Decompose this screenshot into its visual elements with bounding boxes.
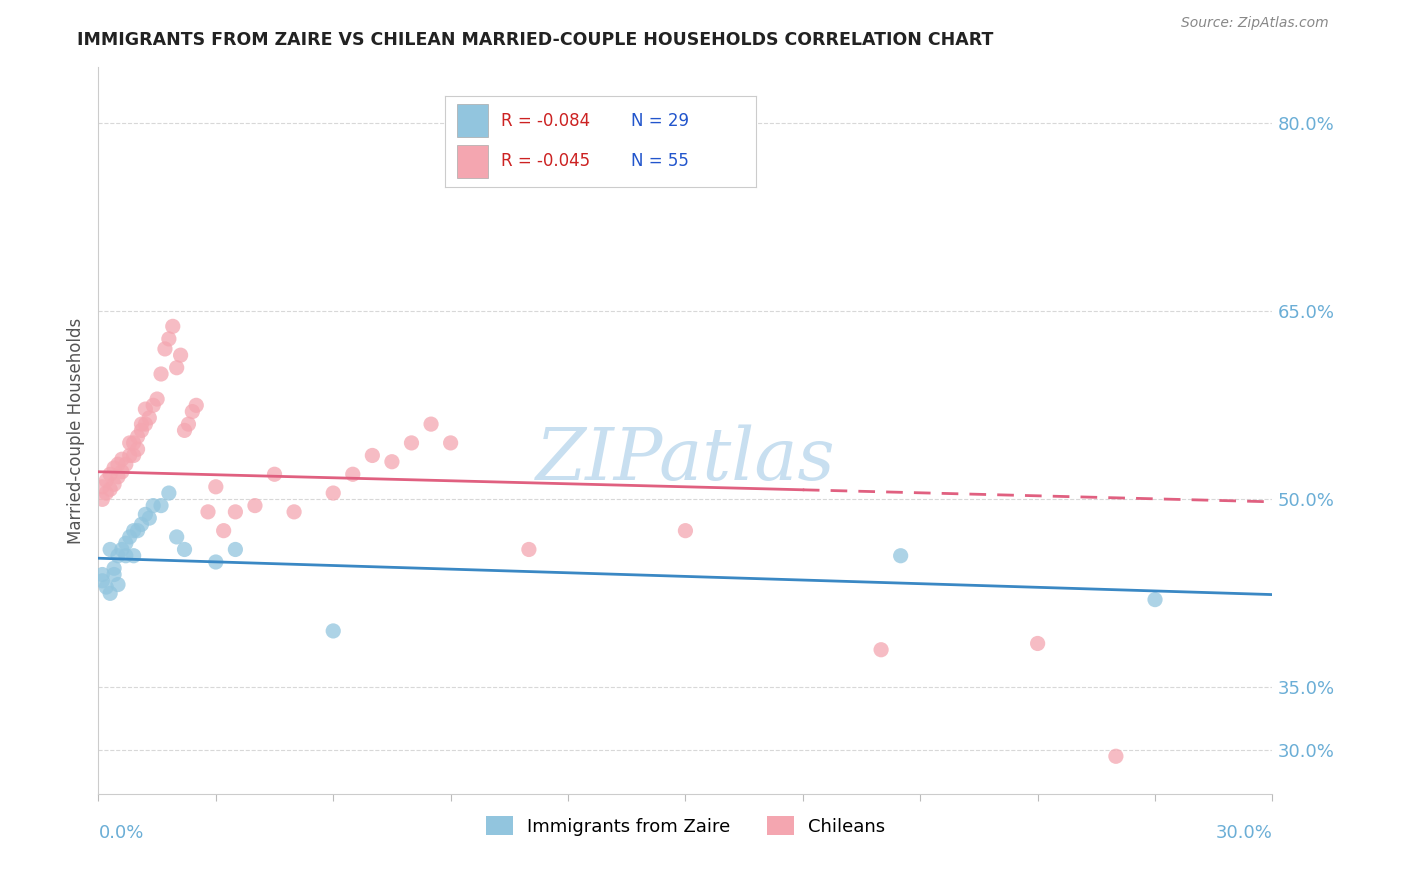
Point	[91, 574, 114, 588]
Point	[98, 467, 121, 482]
Point	[166, 360, 188, 375]
Point	[205, 555, 228, 569]
Point	[96, 486, 118, 500]
Point	[173, 542, 195, 557]
Point	[1026, 636, 1049, 650]
Point	[98, 542, 121, 557]
Point	[181, 404, 204, 418]
Point	[186, 398, 208, 412]
Point	[153, 342, 176, 356]
Point	[381, 455, 404, 469]
Point	[1144, 592, 1167, 607]
Point	[675, 524, 697, 538]
Point	[243, 499, 266, 513]
Point	[283, 505, 305, 519]
Point	[162, 319, 184, 334]
Legend: Immigrants from Zaire, Chileans: Immigrants from Zaire, Chileans	[478, 809, 893, 843]
Point	[420, 417, 443, 431]
Point	[107, 577, 129, 591]
Point	[166, 530, 188, 544]
Point	[224, 505, 246, 519]
Point	[212, 524, 235, 538]
Point	[138, 410, 160, 425]
Point	[169, 348, 191, 362]
Point	[103, 561, 125, 575]
Point	[157, 332, 180, 346]
Point	[322, 486, 344, 500]
Point	[91, 480, 114, 494]
Point	[91, 492, 114, 507]
Point	[439, 436, 461, 450]
Point	[96, 474, 118, 488]
Text: IMMIGRANTS FROM ZAIRE VS CHILEAN MARRIED-COUPLE HOUSEHOLDS CORRELATION CHART: IMMIGRANTS FROM ZAIRE VS CHILEAN MARRIED…	[77, 31, 994, 49]
Point	[111, 542, 134, 557]
Point	[263, 467, 285, 482]
Point	[197, 505, 219, 519]
Point	[98, 483, 121, 497]
Point	[146, 392, 169, 406]
Point	[107, 469, 129, 483]
Point	[157, 486, 180, 500]
Point	[118, 449, 141, 463]
Point	[870, 642, 893, 657]
Point	[134, 417, 156, 431]
Point	[150, 367, 173, 381]
Point	[122, 436, 145, 450]
Point	[91, 567, 114, 582]
Point	[177, 417, 200, 431]
Point	[1105, 749, 1128, 764]
Point	[131, 417, 153, 431]
Text: Source: ZipAtlas.com: Source: ZipAtlas.com	[1181, 16, 1329, 29]
Point	[103, 567, 125, 582]
Point	[114, 536, 136, 550]
Point	[107, 457, 129, 471]
Point	[111, 465, 134, 479]
Point	[142, 499, 165, 513]
Y-axis label: Married-couple Households: Married-couple Households	[66, 318, 84, 543]
Point	[111, 452, 134, 467]
Point	[342, 467, 364, 482]
Point	[122, 549, 145, 563]
Point	[114, 549, 136, 563]
Point	[127, 442, 149, 457]
Point	[114, 457, 136, 471]
Point	[127, 524, 149, 538]
Point	[224, 542, 246, 557]
Point	[131, 517, 153, 532]
Point	[142, 398, 165, 412]
Point	[401, 436, 423, 450]
Point	[361, 449, 384, 463]
Point	[517, 542, 540, 557]
Point	[96, 580, 118, 594]
Point	[205, 480, 228, 494]
Point	[134, 402, 156, 417]
Point	[322, 624, 344, 638]
Point	[138, 511, 160, 525]
Point	[118, 436, 141, 450]
Point	[107, 549, 129, 563]
Point	[118, 530, 141, 544]
Point	[173, 424, 195, 438]
Text: 30.0%: 30.0%	[1216, 823, 1272, 842]
Point	[122, 449, 145, 463]
Point	[103, 477, 125, 491]
Point	[103, 461, 125, 475]
Point	[890, 549, 912, 563]
Text: ZIPatlas: ZIPatlas	[536, 425, 835, 495]
Point	[150, 499, 173, 513]
Text: 0.0%: 0.0%	[98, 823, 143, 842]
Point	[131, 424, 153, 438]
Point	[98, 586, 121, 600]
Point	[122, 524, 145, 538]
Point	[134, 508, 156, 522]
Point	[127, 430, 149, 444]
